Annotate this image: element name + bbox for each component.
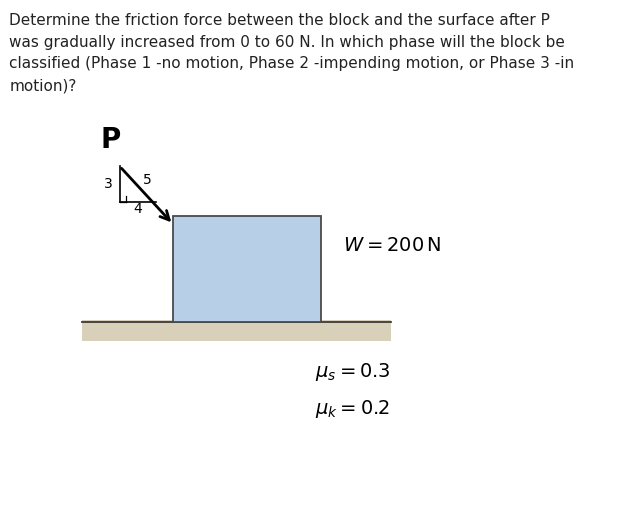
Text: 5: 5 [143, 173, 152, 186]
Text: 4: 4 [133, 202, 142, 216]
Text: 3: 3 [104, 177, 113, 191]
Bar [173, 216, 321, 322]
Bar [82, 320, 391, 341]
Text: P: P [100, 126, 120, 154]
Text: $W = 200\,\mathrm{N}$: $W = 200\,\mathrm{N}$ [343, 236, 442, 255]
Text: Determine the friction force between the block and the surface after P
was gradu: Determine the friction force between the… [9, 13, 575, 93]
Text: $\mu_s = 0.3$: $\mu_s = 0.3$ [315, 361, 391, 383]
Text: $\mu_k = 0.2$: $\mu_k = 0.2$ [315, 398, 390, 420]
